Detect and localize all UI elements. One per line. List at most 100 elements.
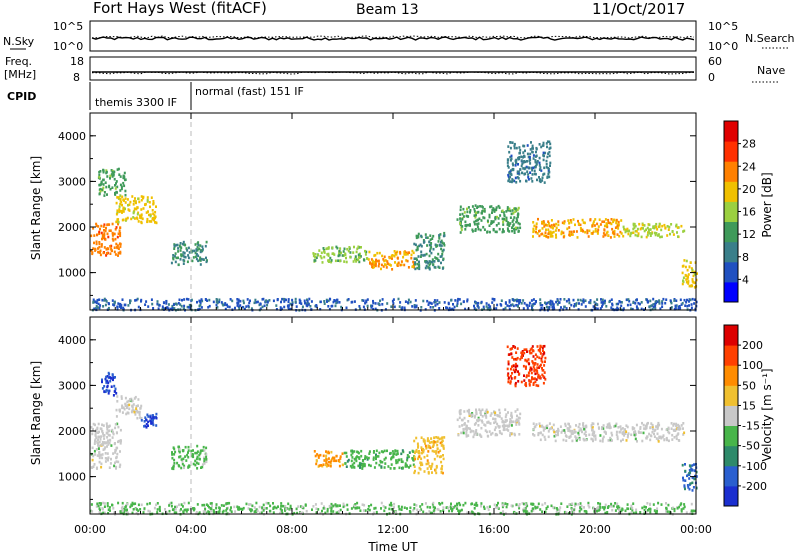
power-cell <box>606 230 609 234</box>
velocity-cell <box>605 432 607 435</box>
power-cell <box>501 230 504 234</box>
power-cell <box>287 304 290 307</box>
power-cell <box>112 172 115 176</box>
power-cell <box>323 255 326 259</box>
freq-tick-top: 18 <box>70 55 84 68</box>
power-cell <box>118 305 121 308</box>
power-cell <box>373 264 376 267</box>
power-cell <box>403 253 406 256</box>
velocity-cell <box>438 502 441 505</box>
power-cell <box>559 298 562 301</box>
velocity-cell <box>632 502 635 505</box>
power-cell <box>98 232 101 235</box>
velocity-cell <box>149 416 152 419</box>
velocity-cell <box>194 463 197 467</box>
velocity-cell <box>509 347 512 351</box>
velocity-cell <box>107 376 110 379</box>
velocity-cell <box>473 503 476 507</box>
power-cell <box>488 215 491 219</box>
power-cell <box>132 210 135 214</box>
power-cell <box>122 210 125 213</box>
velocity-cell <box>422 438 425 441</box>
power-cell <box>119 194 122 197</box>
velocity-cell <box>406 458 409 462</box>
velocity-cell <box>473 423 476 426</box>
velocity-cell <box>187 451 189 454</box>
velocity-cell <box>267 502 270 505</box>
power-cell <box>593 300 596 304</box>
velocity-cell <box>93 463 96 466</box>
power-cell <box>549 301 552 304</box>
power-cell <box>512 212 515 215</box>
velocity-cell <box>642 423 645 427</box>
power-cell <box>474 219 477 223</box>
velocity-cell <box>242 506 245 510</box>
power-cell <box>106 223 109 226</box>
velocity-cell <box>437 508 440 511</box>
power-cell <box>626 229 629 233</box>
power-cell <box>116 191 118 194</box>
velocity-region <box>90 422 122 470</box>
velocity-cell <box>351 456 354 459</box>
power-cell <box>670 223 673 226</box>
power-cell <box>117 254 119 257</box>
velocity-cell <box>658 436 661 439</box>
power-cell <box>116 305 119 309</box>
velocity-cell <box>138 413 141 416</box>
velocity-cell <box>143 507 146 510</box>
power-cell <box>488 230 491 234</box>
power-cell <box>180 253 183 257</box>
power-cell <box>98 306 101 310</box>
power-cell <box>510 154 513 158</box>
velocity-cell <box>382 505 385 508</box>
velocity-cell <box>143 425 146 428</box>
velocity-cell <box>172 464 175 468</box>
power-colorbar-tick-label: 24 <box>742 160 756 173</box>
velocity-cell <box>463 410 466 413</box>
power-cell <box>349 255 352 259</box>
power-cell <box>675 299 678 302</box>
power-cell <box>612 220 615 224</box>
velocity-cell <box>507 362 510 366</box>
velocity-cell <box>435 452 438 455</box>
power-x-axis <box>89 113 697 310</box>
velocity-plot-bg <box>90 317 696 514</box>
velocity-cell <box>202 445 205 449</box>
power-cell <box>114 228 117 231</box>
power-cell <box>516 176 519 179</box>
velocity-cell <box>229 508 232 512</box>
velocity-cell <box>124 396 127 400</box>
power-cell <box>430 246 433 249</box>
power-cell <box>101 188 103 192</box>
power-cell <box>544 231 547 234</box>
velocity-cell <box>532 377 535 381</box>
power-cell <box>693 298 696 301</box>
power-cell <box>541 179 544 182</box>
power-cell <box>196 246 199 249</box>
velocity-cell <box>323 459 326 462</box>
velocity-cell <box>437 451 440 454</box>
power-cell <box>322 247 325 250</box>
velocity-cell <box>432 510 435 513</box>
velocity-cell <box>106 425 109 428</box>
velocity-cell <box>102 434 105 438</box>
power-cell <box>499 214 502 217</box>
velocity-cell <box>339 504 341 507</box>
power-cell <box>546 176 549 179</box>
power-cell <box>110 169 113 172</box>
power-cell <box>108 302 110 306</box>
velocity-cell <box>275 506 278 510</box>
power-cell <box>385 266 388 269</box>
power-cell <box>650 304 653 308</box>
power-cell <box>94 300 97 303</box>
power-cell <box>148 220 151 223</box>
velocity-cell <box>192 507 194 510</box>
velocity-cell <box>506 424 509 428</box>
velocity-cell <box>201 465 204 469</box>
velocity-cell <box>544 378 547 381</box>
freq-frame <box>89 56 697 81</box>
velocity-cell <box>155 412 158 416</box>
velocity-cell <box>538 349 541 353</box>
power-cell <box>319 255 322 258</box>
